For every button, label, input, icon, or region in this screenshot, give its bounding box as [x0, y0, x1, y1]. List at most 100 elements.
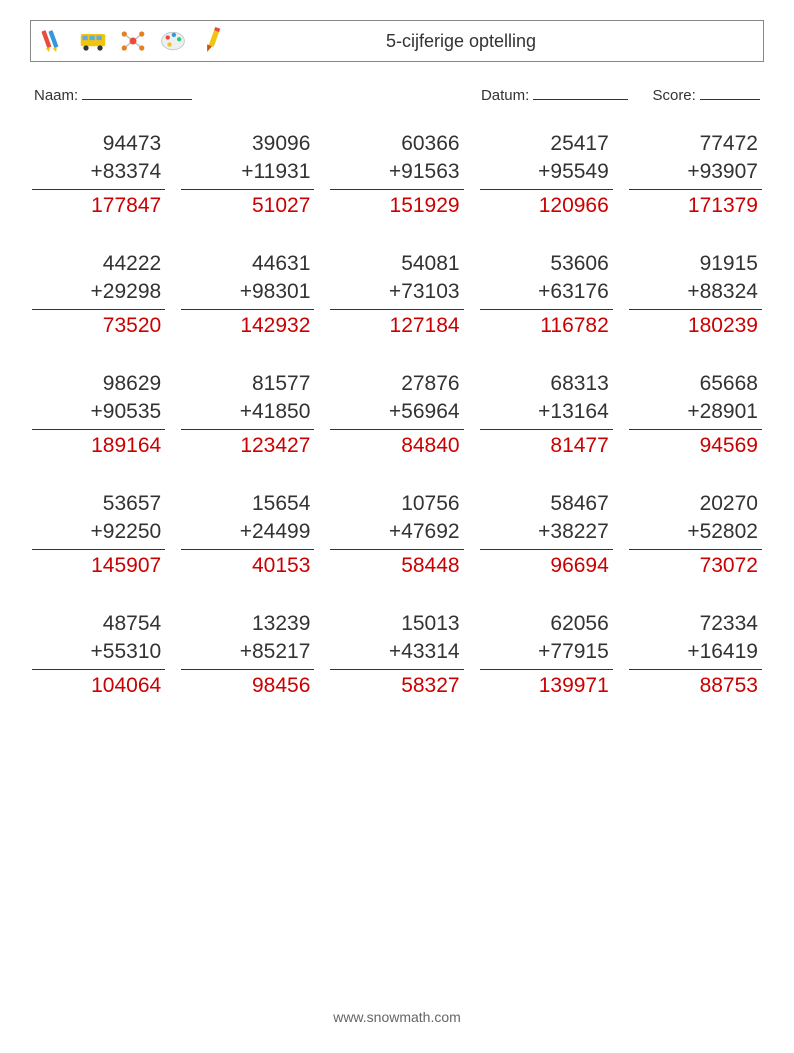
operand-1: 91915: [629, 250, 762, 278]
molecule-icon: [119, 27, 147, 55]
operand-1: 98629: [32, 370, 165, 398]
problem: 15013+4331458327: [330, 610, 463, 700]
meta-row: Naam: Datum: Score:: [30, 86, 764, 104]
problem: 94473+83374177847: [32, 130, 165, 220]
answer: 116782: [480, 310, 613, 340]
header-icons: [39, 27, 227, 55]
operand-2: +91563: [330, 158, 463, 189]
operand-2: +83374: [32, 158, 165, 189]
operand-2: +63176: [480, 278, 613, 309]
operand-1: 39096: [181, 130, 314, 158]
footer-text: www.snowmath.com: [0, 1009, 794, 1025]
problem: 44222+2929873520: [32, 250, 165, 340]
operand-2: +52802: [629, 518, 762, 549]
problem: 98629+90535189164: [32, 370, 165, 460]
answer: 51027: [181, 190, 314, 220]
operand-1: 54081: [330, 250, 463, 278]
problem: 60366+91563151929: [330, 130, 463, 220]
operand-2: +55310: [32, 638, 165, 669]
operand-1: 44631: [181, 250, 314, 278]
answer: 81477: [480, 430, 613, 460]
operand-2: +41850: [181, 398, 314, 429]
problem: 53606+63176116782: [480, 250, 613, 340]
answer: 127184: [330, 310, 463, 340]
operand-2: +88324: [629, 278, 762, 309]
answer: 40153: [181, 550, 314, 580]
operand-2: +56964: [330, 398, 463, 429]
school-bus-icon: [79, 27, 107, 55]
problem: 53657+92250145907: [32, 490, 165, 580]
score-blank: [700, 86, 760, 100]
date-blank: [533, 86, 628, 100]
operand-1: 13239: [181, 610, 314, 638]
answer: 177847: [32, 190, 165, 220]
operand-2: +93907: [629, 158, 762, 189]
operand-1: 44222: [32, 250, 165, 278]
operand-2: +43314: [330, 638, 463, 669]
answer: 104064: [32, 670, 165, 700]
palette-icon: [159, 27, 187, 55]
operand-1: 27876: [330, 370, 463, 398]
operand-2: +73103: [330, 278, 463, 309]
answer: 98456: [181, 670, 314, 700]
answer: 171379: [629, 190, 762, 220]
problem: 77472+93907171379: [629, 130, 762, 220]
problem: 13239+8521798456: [181, 610, 314, 700]
answer: 96694: [480, 550, 613, 580]
problem: 25417+95549120966: [480, 130, 613, 220]
operand-2: +11931: [181, 158, 314, 189]
operand-1: 60366: [330, 130, 463, 158]
operand-1: 20270: [629, 490, 762, 518]
answer: 88753: [629, 670, 762, 700]
problem: 62056+77915139971: [480, 610, 613, 700]
operand-2: +38227: [480, 518, 613, 549]
problem: 27876+5696484840: [330, 370, 463, 460]
problem: 65668+2890194569: [629, 370, 762, 460]
problem: 10756+4769258448: [330, 490, 463, 580]
problem: 48754+55310104064: [32, 610, 165, 700]
answer: 94569: [629, 430, 762, 460]
operand-2: +28901: [629, 398, 762, 429]
problem: 58467+3822796694: [480, 490, 613, 580]
operand-1: 53657: [32, 490, 165, 518]
problem: 39096+1193151027: [181, 130, 314, 220]
pencil-icon: [199, 27, 227, 55]
operand-1: 94473: [32, 130, 165, 158]
problem: 54081+73103127184: [330, 250, 463, 340]
problem: 91915+88324180239: [629, 250, 762, 340]
problem: 68313+1316481477: [480, 370, 613, 460]
operand-1: 15654: [181, 490, 314, 518]
answer: 180239: [629, 310, 762, 340]
operand-2: +29298: [32, 278, 165, 309]
page-title: 5-cijferige optelling: [227, 31, 755, 52]
operand-1: 81577: [181, 370, 314, 398]
answer: 84840: [330, 430, 463, 460]
operand-1: 62056: [480, 610, 613, 638]
operand-2: +24499: [181, 518, 314, 549]
problem: 72334+1641988753: [629, 610, 762, 700]
operand-1: 72334: [629, 610, 762, 638]
operand-1: 68313: [480, 370, 613, 398]
answer: 73520: [32, 310, 165, 340]
answer: 123427: [181, 430, 314, 460]
answer: 189164: [32, 430, 165, 460]
name-label: Naam:: [34, 87, 78, 104]
operand-2: +13164: [480, 398, 613, 429]
header-bar: 5-cijferige optelling: [30, 20, 764, 62]
answer: 120966: [480, 190, 613, 220]
score-label: Score:: [652, 87, 695, 104]
operand-1: 48754: [32, 610, 165, 638]
pencils-icon: [39, 27, 67, 55]
operand-2: +77915: [480, 638, 613, 669]
answer: 145907: [32, 550, 165, 580]
problem: 20270+5280273072: [629, 490, 762, 580]
problems-grid: 94473+8337417784739096+119315102760366+9…: [30, 130, 764, 700]
operand-1: 25417: [480, 130, 613, 158]
problem: 81577+41850123427: [181, 370, 314, 460]
problem: 44631+98301142932: [181, 250, 314, 340]
answer: 58448: [330, 550, 463, 580]
operand-1: 15013: [330, 610, 463, 638]
operand-2: +95549: [480, 158, 613, 189]
operand-1: 10756: [330, 490, 463, 518]
operand-2: +85217: [181, 638, 314, 669]
